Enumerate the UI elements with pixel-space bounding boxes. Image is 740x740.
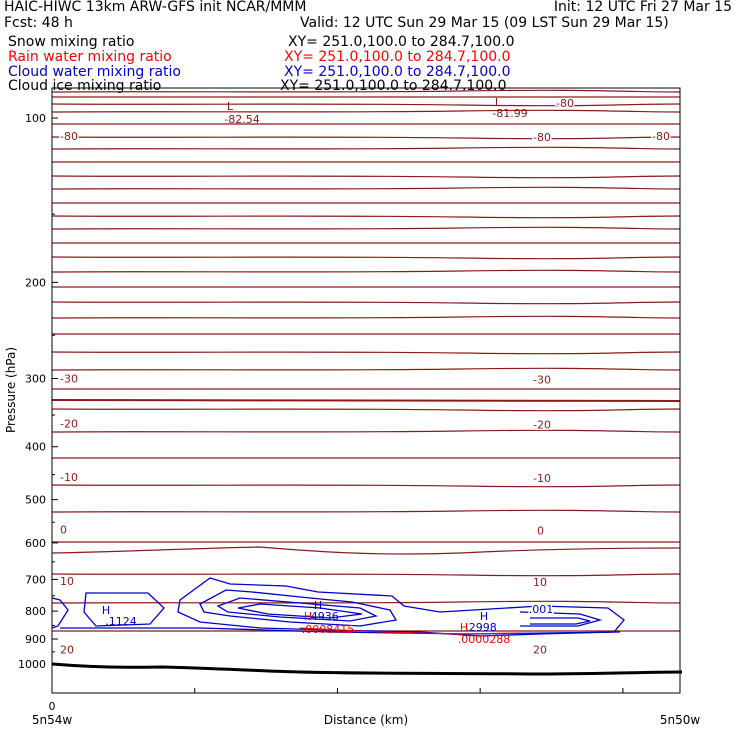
isotherm-lines: [51, 89, 681, 632]
header-init: Init: 12 UTC Fri 27 Mar 15: [553, 0, 732, 15]
isotherm-label: -80: [652, 130, 670, 143]
y-tick-label: 900: [25, 633, 46, 646]
y-tick-label: 500: [25, 494, 46, 507]
extremum-h-marker: H: [480, 610, 488, 623]
isotherm-line: [51, 573, 681, 577]
isotherm-label: 20: [533, 643, 547, 656]
isotherm-line: [51, 146, 681, 150]
extremum-l-marker: L: [227, 100, 234, 113]
y-tick-label: 600: [25, 537, 46, 550]
isotherm-line: [51, 315, 681, 319]
cloud-water-contour: [177, 577, 625, 637]
extremum-value: .2998: [465, 621, 497, 634]
extremum-h-marker: H: [460, 621, 468, 634]
header-fcst: Fcst: 48 h: [4, 15, 73, 31]
extremum-h-marker: H: [102, 604, 110, 617]
field-snow-label: Snow mixing ratio: [8, 34, 135, 50]
isotherm-label: -20: [60, 418, 78, 431]
isotherm-line: [51, 103, 681, 107]
isotherm-label: 0: [537, 524, 544, 537]
cloud-water-contour: [51, 597, 69, 629]
y-tick-label: 200: [25, 276, 46, 289]
rain-water-contour: [299, 627, 521, 635]
extremum-value: -81.99: [492, 107, 527, 120]
cloud-water-contour: [237, 603, 363, 619]
y-axis-title: Pressure (hPa): [4, 347, 18, 433]
isotherm-label: 10: [60, 575, 74, 588]
cloud-water-contour-label: .001: [529, 603, 554, 616]
isotherm-zero-line: [51, 398, 681, 403]
isotherm-label: -20: [533, 419, 551, 432]
field-rain-label: Rain water mixing ratio: [8, 49, 172, 65]
x-start-label: 0: [49, 700, 56, 713]
isotherm-line: [51, 367, 681, 371]
isotherm-label: -80: [556, 97, 574, 110]
field-cloudwater-xy: XY= 251.0,100.0 to 284.7,100.0: [284, 64, 511, 80]
isotherm-label: -80: [60, 130, 78, 143]
field-cloudice-label: Cloud ice mixing ratio: [8, 78, 162, 94]
x-left-label: 5n54w: [32, 713, 73, 727]
y-tick-label: 1000: [18, 658, 46, 671]
extremum-value: .4936: [307, 610, 339, 623]
isotherm-label: -30: [60, 373, 78, 386]
cloud-water-contour: [83, 592, 165, 627]
isotherm-line: [51, 546, 681, 555]
isotherm-label: -10: [60, 471, 78, 484]
x-axis-title: Distance (km): [324, 713, 408, 727]
isotherm-label: 20: [60, 643, 74, 656]
cloud-water-contour: [519, 611, 603, 627]
extremum-l-marker: L: [495, 96, 502, 109]
y-tick-label: 100: [25, 112, 46, 125]
cloud-water-contour: [199, 589, 398, 627]
extremum-h-marker: H: [314, 599, 322, 612]
field-cloudice-xy: XY= 251.0,100.0 to 284.7,100.0: [280, 78, 507, 94]
isotherm-label: -10: [533, 472, 551, 485]
isotherm-line: [51, 186, 681, 190]
x-right-label: 5n50w: [660, 713, 701, 727]
extremum-value: -82.54: [224, 113, 259, 126]
header-valid: Valid: 12 UTC Sun 29 Mar 15 (09 LST Sun …: [300, 15, 669, 31]
extremum-value: .0008415: [302, 623, 355, 636]
isotherm-line: [51, 109, 681, 113]
y-tick-label: 300: [25, 373, 46, 386]
isotherm-line: [51, 175, 681, 179]
cloud-water-contour: [216, 597, 379, 622]
extremum-value: .0000288: [458, 633, 511, 646]
field-snow-xy: XY= 251.0,100.0 to 284.7,100.0: [288, 34, 515, 50]
y-tick-label: 700: [25, 573, 46, 586]
isotherm-line: [51, 301, 681, 305]
cloud-water-contour: [530, 617, 591, 625]
isotherm-line: [51, 600, 681, 604]
y-tick-label: 800: [25, 605, 46, 618]
isotherm-line: [51, 509, 681, 513]
field-cloudwater-label: Cloud water mixing ratio: [8, 64, 181, 80]
field-rain-xy: XY= 251.0,100.0 to 284.7,100.0: [284, 49, 511, 65]
isotherm-label: -80: [533, 131, 551, 144]
terrain-boundary: [51, 662, 683, 676]
header-title: HAIC-HIWC 13km ARW-GFS init NCAR/MMM: [4, 0, 307, 15]
isotherm-line: [51, 89, 681, 93]
isotherm-line: [51, 408, 681, 412]
isotherm-line: [51, 256, 681, 260]
y-tick-label: 400: [25, 441, 46, 454]
isotherm-label: 0: [60, 523, 67, 536]
isotherm-line: [51, 215, 681, 219]
isotherm-line: [51, 351, 681, 355]
plot-frame: [51, 87, 681, 694]
isotherm-line: [51, 484, 681, 488]
isotherm-line: [51, 429, 681, 433]
isotherm-line: [51, 226, 681, 230]
isotherm-line: [51, 269, 681, 273]
extremum-value: .1124: [105, 615, 137, 628]
isotherm-label: 10: [533, 576, 547, 589]
isotherm-label: -30: [533, 374, 551, 387]
extremum-h-marker: H: [304, 610, 312, 623]
isotherm-line: [51, 136, 681, 140]
